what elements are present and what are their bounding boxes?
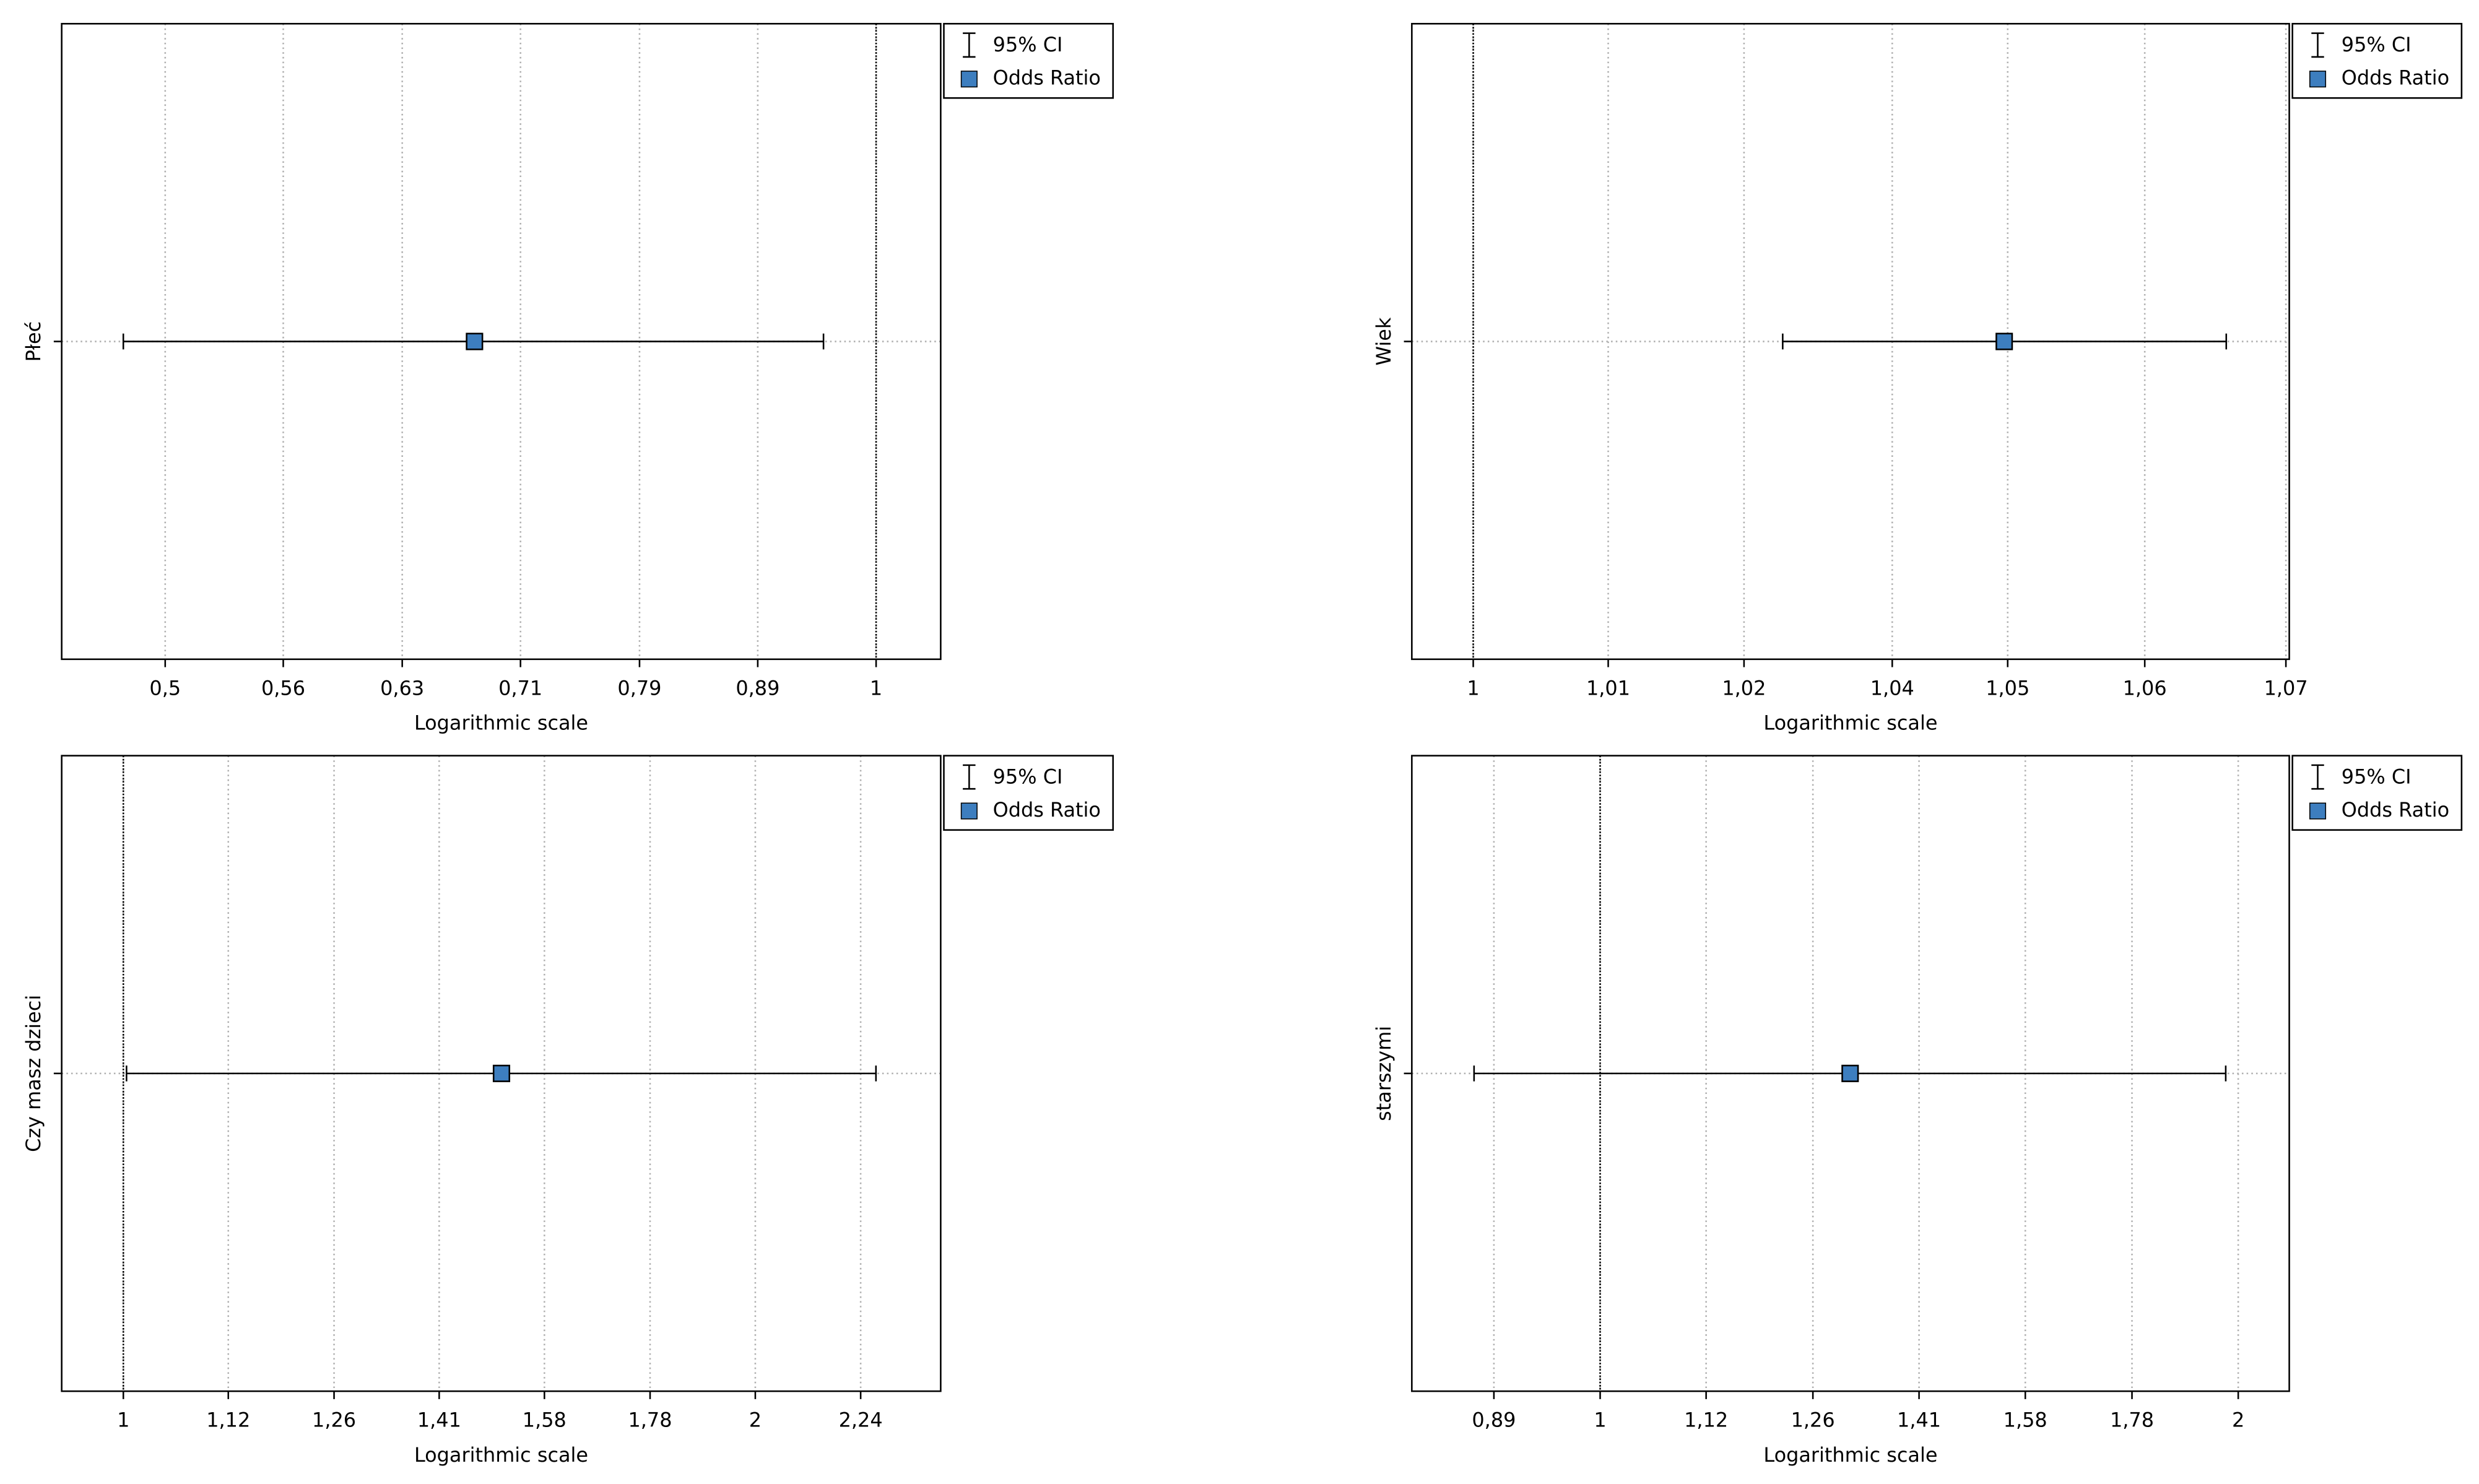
x-tick-label: 1,78	[2110, 1408, 2154, 1432]
x-axis-label: Logarithmic scale	[1763, 1443, 1937, 1467]
x-tick-label: 1,04	[1870, 676, 1914, 700]
legend-swatch	[960, 71, 978, 88]
legend-ci-symbol	[2311, 764, 2324, 790]
x-tick-label: 1,26	[312, 1408, 356, 1432]
y-tick-label: Czy masz dzieci	[22, 995, 45, 1152]
legend-swatch	[2309, 802, 2327, 820]
x-tick-label: 1,12	[206, 1408, 250, 1432]
legend-label: 95% CI	[993, 765, 1063, 788]
plot-frame	[61, 755, 942, 1392]
x-tick-label: 1	[117, 1408, 129, 1432]
legend-label: 95% CI	[2342, 33, 2412, 56]
legend-ci-symbol	[963, 764, 976, 790]
legend-ci-symbol	[2311, 32, 2324, 58]
x-tick-label: 0,5	[149, 676, 181, 700]
x-tick-label: 1,41	[1897, 1408, 1941, 1432]
plot-frame	[1411, 755, 2290, 1392]
x-tick-label: 1	[1594, 1408, 1606, 1432]
legend-label: 95% CI	[2342, 765, 2412, 788]
x-axis-label: Logarithmic scale	[414, 1443, 588, 1467]
y-tick-label: starszymi	[1372, 1026, 1396, 1121]
legend-swatch	[2309, 71, 2327, 88]
x-tick-label: 1,58	[2004, 1408, 2047, 1432]
x-tick-label: 1,07	[2264, 676, 2308, 700]
plot-frame	[1411, 23, 2290, 661]
x-tick-label: 0,79	[617, 676, 661, 700]
x-tick-label: 1,05	[1986, 676, 2030, 700]
x-tick-label: 1	[1467, 676, 1479, 700]
x-tick-label: 2	[749, 1408, 762, 1432]
legend-label: Odds Ratio	[993, 66, 1101, 90]
y-tick-label: Wiek	[1372, 317, 1396, 365]
legend-ci-symbol	[963, 32, 976, 58]
odds-ratio-marker	[1841, 1064, 1859, 1082]
legend-label: Odds Ratio	[993, 798, 1101, 822]
x-tick-label: 2,24	[839, 1408, 883, 1432]
x-tick-label: 2	[2232, 1408, 2244, 1432]
x-tick-label: 1,06	[2123, 676, 2167, 700]
x-tick-label: 0,63	[380, 676, 424, 700]
plot-frame	[61, 23, 942, 661]
x-tick-label: 1,78	[628, 1408, 672, 1432]
x-tick-label: 0,89	[1472, 1408, 1516, 1432]
x-tick-label: 0,89	[736, 676, 779, 700]
x-tick-label: 1	[870, 676, 882, 700]
x-tick-label: 1,58	[523, 1408, 567, 1432]
legend-label: Odds Ratio	[2342, 798, 2449, 822]
x-tick-label: 0,71	[498, 676, 542, 700]
x-tick-label: 1,26	[1791, 1408, 1835, 1432]
legend-label: 95% CI	[993, 33, 1063, 56]
x-tick-label: 0,56	[261, 676, 305, 700]
odds-ratio-marker	[492, 1064, 511, 1082]
x-axis-label: Logarithmic scale	[414, 711, 588, 735]
odds-ratio-marker	[1995, 332, 2013, 350]
x-tick-label: 1,02	[1722, 676, 1766, 700]
x-tick-label: 1,41	[417, 1408, 461, 1432]
legend-swatch	[960, 802, 978, 820]
y-tick-label: Płeć	[22, 321, 45, 362]
x-tick-label: 1,01	[1586, 676, 1630, 700]
x-axis-label: Logarithmic scale	[1763, 711, 1937, 735]
legend-label: Odds Ratio	[2342, 66, 2449, 90]
x-tick-label: 1,12	[1684, 1408, 1728, 1432]
odds-ratio-marker	[466, 332, 484, 350]
